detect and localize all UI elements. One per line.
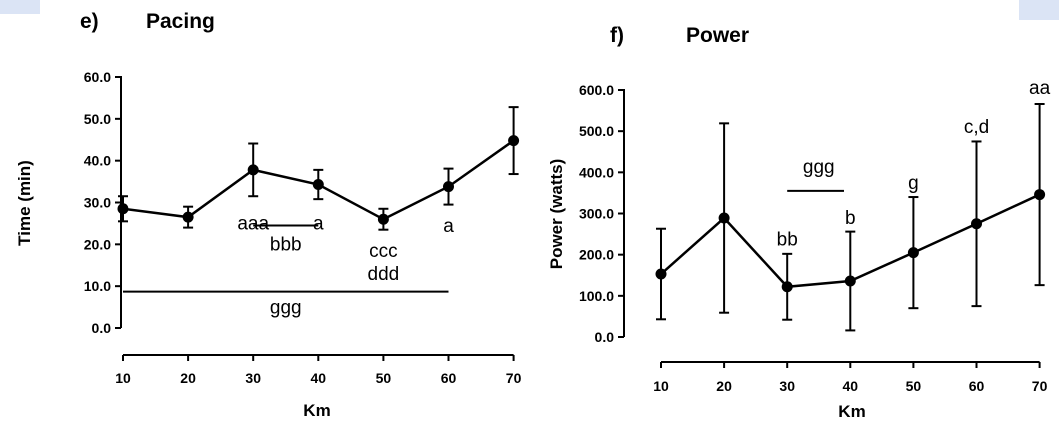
power-significance-label: b	[845, 208, 856, 229]
pacing-y-tick-label: 30.0	[84, 195, 111, 211]
pacing-x-tick-label: 30	[245, 370, 261, 386]
pacing-y-axis-label: Time (min)	[15, 160, 34, 246]
power-panel: f) Power Power (watts) Km 0.0 100.0 200.0 3…	[547, 24, 1051, 421]
power-data-point	[1034, 189, 1046, 201]
panel-f-letter: f)	[610, 24, 624, 47]
power-significance-label: bb	[777, 230, 798, 251]
pacing-y-tick-label: 50.0	[84, 111, 111, 127]
pacing-significance-label: a	[443, 216, 454, 237]
pacing-significance-label: ccc	[369, 241, 398, 262]
pacing-y-tick-label: 20.0	[84, 236, 111, 252]
pacing-data-point	[117, 203, 129, 215]
power-y-tick-label: 500.0	[579, 123, 614, 139]
power-y-tick-label: 300.0	[579, 206, 614, 222]
pacing-x-axis-label: Km	[303, 401, 330, 420]
power-data-point	[781, 281, 793, 293]
power-x-tick-label: 10	[653, 378, 669, 394]
pacing-title: Pacing	[146, 10, 215, 33]
power-title: Power	[686, 24, 749, 47]
pacing-significance-label: a	[313, 214, 324, 235]
power-data-point	[907, 247, 919, 259]
power-data-point	[844, 275, 856, 287]
power-significance-label: ggg	[803, 157, 835, 178]
power-y-tick-label: 200.0	[579, 247, 614, 263]
power-data-point	[655, 268, 667, 280]
pacing-significance-label: bbb	[270, 235, 302, 256]
pacing-y-tick-label: 60.0	[84, 69, 111, 85]
pacing-significance-label: ddd	[368, 264, 400, 285]
pacing-x-tick-label: 50	[376, 370, 392, 386]
pacing-significance-label: aaa	[237, 214, 269, 235]
power-significance-label: aa	[1029, 78, 1051, 99]
pacing-x-tick-label: 20	[180, 370, 196, 386]
pacing-data-point	[182, 211, 194, 223]
pacing-significance-label: ggg	[270, 297, 302, 318]
power-y-tick-label: 400.0	[579, 164, 614, 180]
corner-decoration-left	[0, 0, 40, 14]
pacing-panel: e) Pacing Time (min) Km 0.0 10.0 20.0 30.0 4…	[15, 10, 522, 420]
power-y-tick-label: 600.0	[579, 82, 614, 98]
pacing-data-point	[443, 181, 454, 193]
power-x-tick-label: 20	[716, 378, 732, 394]
panel-e-letter: e)	[80, 10, 99, 33]
corner-decoration-right	[1019, 0, 1059, 20]
pacing-y-tick-label: 40.0	[84, 153, 111, 169]
power-data-point	[971, 218, 982, 230]
pacing-y-tick-label: 0.0	[92, 320, 112, 336]
power-data-point	[718, 212, 730, 224]
pacing-x-tick-label: 10	[115, 370, 131, 386]
power-x-tick-label: 30	[779, 378, 795, 394]
pacing-data-point	[312, 179, 324, 191]
pacing-data-point	[508, 135, 520, 147]
pacing-x-tick-label: 70	[506, 370, 522, 386]
pacing-x-tick-label: 40	[311, 370, 327, 386]
power-y-tick-label: 0.0	[595, 329, 615, 345]
pacing-x-tick-label: 60	[441, 370, 457, 386]
power-y-axis-label: Power (watts)	[547, 159, 566, 270]
power-significance-label: g	[908, 173, 919, 194]
power-x-tick-label: 60	[969, 378, 985, 394]
power-x-axis-label: Km	[838, 402, 865, 421]
power-y-tick-label: 100.0	[579, 288, 614, 304]
power-x-tick-label: 40	[843, 378, 859, 394]
power-x-tick-label: 70	[1032, 378, 1048, 394]
power-significance-label: c,d	[964, 117, 989, 138]
pacing-data-point	[377, 213, 389, 225]
power-x-tick-label: 50	[906, 378, 922, 394]
pacing-data-point	[247, 164, 259, 176]
pacing-y-tick-label: 10.0	[84, 278, 111, 294]
